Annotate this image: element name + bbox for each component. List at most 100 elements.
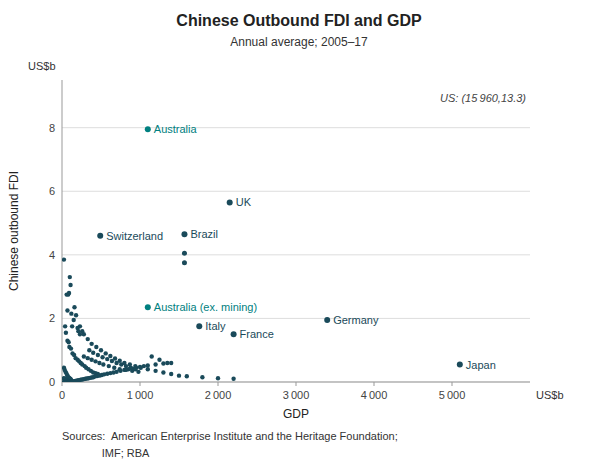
point <box>69 346 73 350</box>
point <box>103 351 107 355</box>
y-tick-label: 4 <box>49 249 55 261</box>
named-point <box>145 304 151 310</box>
point <box>87 348 91 352</box>
point <box>108 354 112 358</box>
point <box>62 257 66 261</box>
x-tick <box>374 382 375 386</box>
point <box>122 361 126 365</box>
grid-line <box>62 127 530 128</box>
point <box>118 367 122 371</box>
point <box>99 348 103 352</box>
point <box>72 318 76 322</box>
point <box>68 275 72 279</box>
point <box>65 308 69 312</box>
point-label: Japan <box>466 359 496 371</box>
point <box>97 361 101 365</box>
point-label: France <box>240 328 274 340</box>
point <box>89 342 93 346</box>
point <box>105 357 109 361</box>
point <box>86 356 90 360</box>
point <box>93 359 97 363</box>
point <box>91 351 95 355</box>
points <box>62 126 463 382</box>
point <box>118 359 122 363</box>
point <box>169 372 173 376</box>
y-axis-label: Chinese outbound FDI <box>7 171 21 291</box>
subtitle: Annual average; 2005–17 <box>230 35 368 49</box>
named-point <box>324 317 330 323</box>
point <box>68 283 72 287</box>
y-tick-label: 6 <box>49 185 55 197</box>
point-label: Australia (ex. mining) <box>154 301 257 313</box>
point <box>185 374 189 378</box>
point <box>67 291 71 295</box>
point <box>63 324 67 328</box>
point <box>78 324 82 328</box>
x-tick-label: 4 000 <box>361 389 388 401</box>
point <box>146 363 150 367</box>
named-point <box>196 323 202 329</box>
x-tick-label: 5 000 <box>439 389 466 401</box>
x-tick-label: 0 <box>59 389 65 401</box>
point <box>161 361 165 365</box>
point <box>133 364 137 368</box>
point-label: Brazil <box>190 228 218 240</box>
x-tick <box>296 382 297 386</box>
point <box>112 365 116 369</box>
named-point <box>457 362 463 368</box>
point <box>80 329 84 333</box>
x-tick <box>218 382 219 386</box>
point-label: UK <box>236 196 252 208</box>
point <box>74 313 78 317</box>
chart: Chinese Outbound FDI and GDPAnnual avera… <box>0 0 598 475</box>
source: IMF; RBA <box>62 447 150 459</box>
point-label: Germany <box>333 314 379 326</box>
point <box>82 354 86 358</box>
point <box>157 358 161 362</box>
point <box>146 367 150 371</box>
point <box>107 364 111 368</box>
point <box>153 362 157 366</box>
point <box>86 337 90 341</box>
x-tick <box>62 382 63 386</box>
point <box>150 354 154 358</box>
x-tick-label: 1 000 <box>127 389 154 401</box>
point-labels: AustraliaAustralia (ex. mining)Switzerla… <box>106 123 496 370</box>
x-tick-label: 3 000 <box>283 389 310 401</box>
point <box>182 251 187 256</box>
grid-line <box>62 318 530 319</box>
point <box>200 375 204 379</box>
point-label: Italy <box>205 320 226 332</box>
annotation: US: (15 960,13.3) <box>440 92 526 104</box>
y-tick-label: 0 <box>49 376 55 388</box>
y-unit: US$b <box>28 60 56 72</box>
grid <box>62 128 530 382</box>
point <box>165 361 169 365</box>
point <box>153 369 157 373</box>
point <box>124 368 128 372</box>
named-point <box>97 233 103 239</box>
point <box>169 361 173 365</box>
x-tick <box>140 382 141 386</box>
point <box>139 365 143 369</box>
point <box>69 311 73 315</box>
point <box>64 331 68 335</box>
point <box>182 260 187 265</box>
point <box>70 324 74 328</box>
grid-line <box>62 254 530 255</box>
named-point <box>231 331 237 337</box>
point <box>96 353 100 357</box>
point <box>138 365 142 369</box>
point <box>94 345 98 349</box>
y-tick-label: 8 <box>49 122 55 134</box>
point <box>72 305 76 309</box>
source: Sources: American Enterprise Institute a… <box>62 430 398 442</box>
y-axis-line <box>62 80 63 382</box>
point <box>128 362 132 366</box>
x-axis-label: GDP <box>283 407 309 421</box>
point <box>231 377 235 381</box>
x-tick <box>452 382 453 386</box>
point <box>100 355 104 359</box>
named-point <box>227 199 233 205</box>
point <box>113 356 117 360</box>
